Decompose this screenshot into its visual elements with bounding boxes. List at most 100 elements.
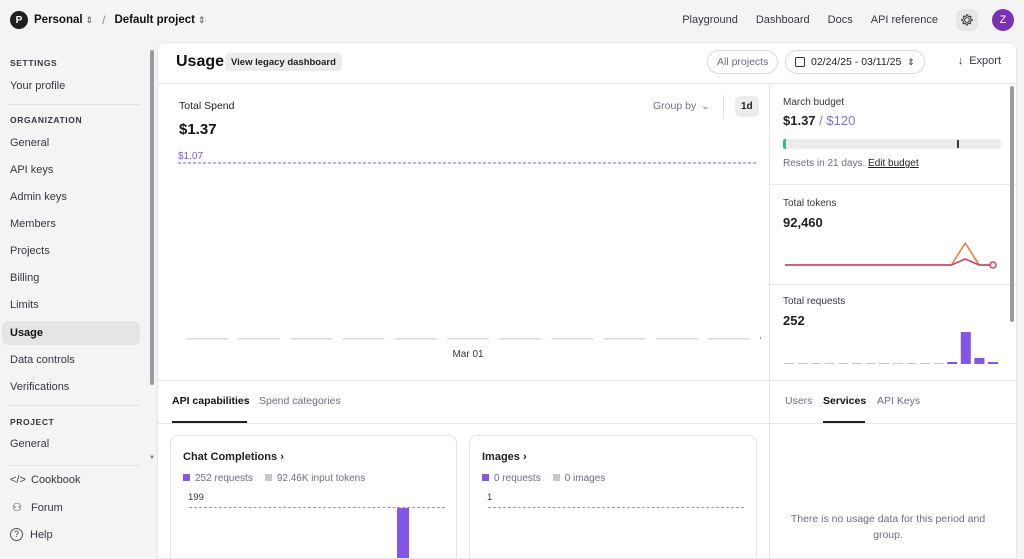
chart-bar xyxy=(655,338,698,340)
chart-max-label: 199 xyxy=(188,492,204,503)
tab-spend-categories[interactable]: Spend categories xyxy=(259,395,341,407)
requests-bar xyxy=(811,363,822,364)
sidebar-item-limits[interactable]: Limits xyxy=(10,299,39,311)
tab-api-keys[interactable]: API Keys xyxy=(877,395,921,407)
sidebar-link-forum[interactable]: ⚇ Forum xyxy=(10,501,63,515)
legend-images: 0 images xyxy=(564,473,606,484)
page-title: Usage xyxy=(176,53,225,70)
total-spend-value: $1.37 xyxy=(179,121,217,138)
sidebar-item-general[interactable]: General xyxy=(10,137,50,149)
forum-label: Forum xyxy=(31,501,63,514)
cookbook-label: Cookbook xyxy=(31,474,81,486)
sidebar-item-api-keys[interactable]: API keys xyxy=(10,164,54,176)
project-switcher[interactable]: Default project ⇕ xyxy=(114,14,205,26)
chart-bar xyxy=(290,338,333,340)
requests-bar xyxy=(852,363,862,364)
nav-playground[interactable]: Playground xyxy=(682,14,738,26)
main-scrollbar[interactable] xyxy=(1010,86,1014,322)
sidebar-item-members[interactable]: Members xyxy=(10,218,56,230)
chart-bar xyxy=(551,338,594,340)
requests-bar xyxy=(824,363,835,364)
budget-slash: / xyxy=(819,113,823,128)
max-reference-line xyxy=(488,507,744,508)
tokens-sparkline xyxy=(785,242,997,269)
sidebar-item-usage[interactable]: Usage xyxy=(2,321,140,345)
edit-budget-link[interactable]: Edit budget xyxy=(868,158,919,169)
chevron-down-icon: ⌄ xyxy=(701,100,709,111)
chevron-updown-icon: ⇕ xyxy=(85,14,94,25)
budget-alert-marker xyxy=(957,140,960,148)
sidebar-scrollbar[interactable] xyxy=(150,50,154,385)
breadcrumb-separator: / xyxy=(102,13,106,27)
sidebar-item-your-profile[interactable]: Your profile xyxy=(10,80,66,92)
nav-dashboard[interactable]: Dashboard xyxy=(755,14,810,26)
sidebar-item-admin-keys[interactable]: Admin keys xyxy=(10,191,67,203)
sidebar-item-data-controls[interactable]: Data controls xyxy=(10,354,75,366)
export-button[interactable]: ↓ Export xyxy=(958,55,1001,67)
requests-bar xyxy=(974,357,985,364)
legend-item: 92.46K input tokens xyxy=(264,473,365,484)
sidebar-heading-settings: SETTINGS xyxy=(10,58,58,68)
total-requests-label: Total requests xyxy=(783,296,846,307)
toolbar-separator xyxy=(723,95,724,119)
tokens-input-line xyxy=(785,242,993,266)
help-icon: ? xyxy=(10,528,23,541)
user-avatar[interactable]: Z xyxy=(992,9,1014,31)
images-legend: 0 requests 0 images xyxy=(482,473,605,484)
chevron-right-icon: › xyxy=(522,451,527,463)
sidebar-heading-project: PROJECT xyxy=(10,417,55,427)
settings-button[interactable] xyxy=(956,9,978,31)
budget-limit: $120 xyxy=(826,113,856,128)
chat-completions-card: Chat Completions › 252 requests 92.46K i… xyxy=(170,435,457,558)
legend-item: 0 images xyxy=(552,473,606,484)
chat-completions-legend: 252 requests 92.46K input tokens xyxy=(183,473,365,484)
sidebar-link-cookbook[interactable]: </> Cookbook xyxy=(10,474,81,486)
tabs-top-divider xyxy=(158,380,1016,381)
tabs-bottom-divider xyxy=(158,423,1016,424)
sidebar-item-project-general[interactable]: General xyxy=(10,438,50,450)
chart-bar xyxy=(499,338,542,340)
tab-users[interactable]: Users xyxy=(785,395,813,407)
sidebar-divider xyxy=(8,104,140,105)
sidebar-item-billing[interactable]: Billing xyxy=(10,272,40,284)
legend-swatch xyxy=(264,474,272,481)
chevron-updown-icon: ⇕ xyxy=(907,56,915,67)
view-legacy-dashboard-button[interactable]: View legacy dashboard xyxy=(225,53,342,71)
chevron-updown-icon: ⇕ xyxy=(197,14,206,25)
org-avatar[interactable]: P xyxy=(10,11,28,29)
chart-max-label: 1 xyxy=(487,492,493,503)
sidebar-item-projects[interactable]: Projects xyxy=(10,245,50,257)
top-nav: Playground Dashboard Docs API reference … xyxy=(682,9,1014,31)
top-bar: P Personal ⇕ / Default project ⇕ Playgro… xyxy=(0,0,1024,40)
legend-swatch xyxy=(552,474,560,481)
date-range-picker[interactable]: 02/24/25 - 03/11/25 ⇕ xyxy=(785,50,925,74)
budget-progress-fill xyxy=(783,139,786,149)
legend-requests: 252 requests xyxy=(195,473,253,484)
legend-swatch xyxy=(183,474,190,481)
requests-mini-chart xyxy=(784,332,998,364)
sidebar-link-help[interactable]: ? Help xyxy=(10,528,53,541)
org-switcher[interactable]: Personal ⇕ xyxy=(34,14,93,26)
interval-button[interactable]: 1d xyxy=(735,96,759,117)
images-link[interactable]: Images › xyxy=(482,451,527,463)
group-by-dropdown[interactable]: Group by ⌄ xyxy=(653,100,709,112)
budget-progress-bar xyxy=(783,139,1001,149)
tokens-end-point xyxy=(989,261,997,269)
code-icon: </> xyxy=(10,474,26,486)
scroll-down-icon[interactable]: ▼ xyxy=(149,455,155,461)
chart-bar xyxy=(760,337,761,339)
max-reference-line xyxy=(189,507,445,508)
images-title: Images xyxy=(482,451,520,463)
tab-api-capabilities[interactable]: API capabilities xyxy=(172,395,250,407)
active-tab-indicator xyxy=(823,421,865,423)
nav-docs[interactable]: Docs xyxy=(827,14,853,26)
projects-filter-label: All projects xyxy=(717,56,769,68)
projects-filter[interactable]: All projects xyxy=(707,50,779,74)
sidebar-item-verifications[interactable]: Verifications xyxy=(10,381,70,393)
nav-api-reference[interactable]: API reference xyxy=(870,14,938,26)
tab-services[interactable]: Services xyxy=(823,395,867,407)
requests-bar xyxy=(933,363,944,364)
chat-completions-link[interactable]: Chat Completions › xyxy=(183,451,284,463)
no-usage-data-message: There is no usage data for this period a… xyxy=(790,513,986,541)
